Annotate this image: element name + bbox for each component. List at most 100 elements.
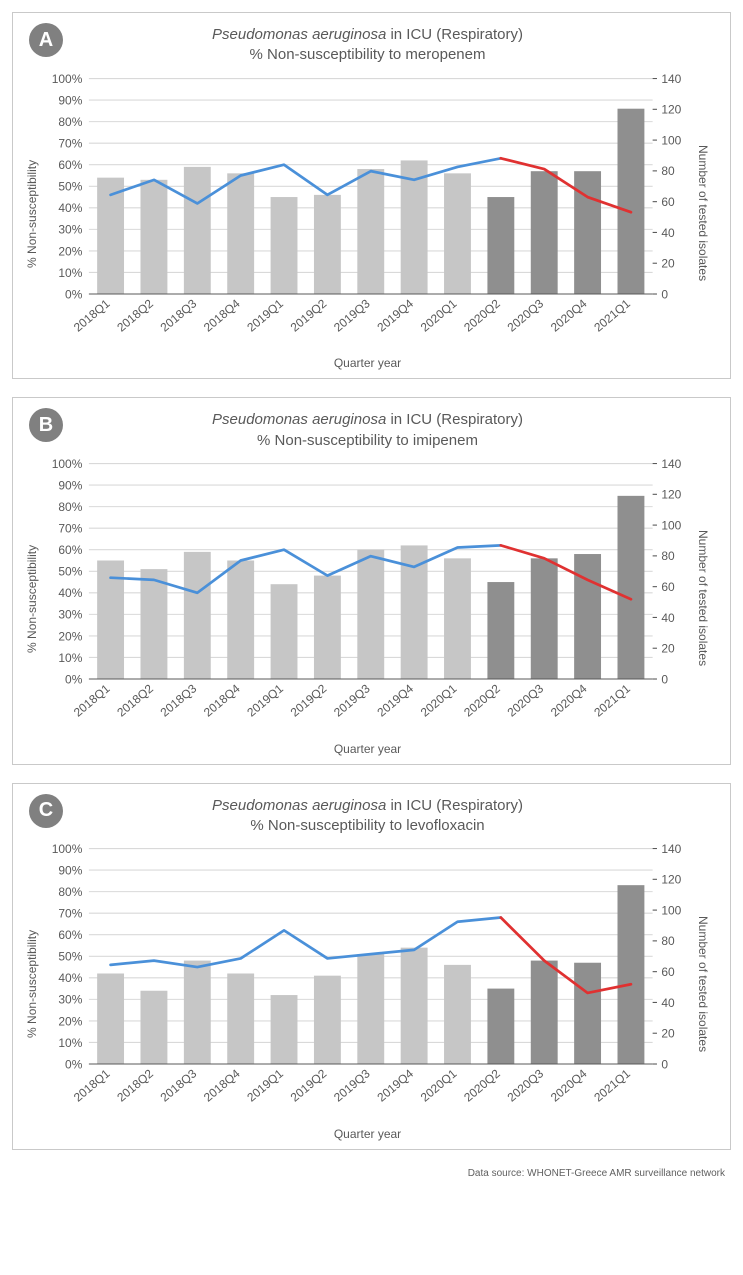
bar (184, 552, 211, 679)
bar (531, 171, 558, 294)
bar (314, 194, 341, 293)
y-right-tick: 60 (661, 965, 675, 979)
y-left-tick: 40% (58, 972, 82, 986)
y-right-tick: 60 (661, 195, 675, 209)
y-right-tick: 100 (661, 904, 681, 918)
bar (487, 197, 514, 294)
y-right-tick: 20 (661, 1027, 675, 1041)
x-tick-label: 2018Q3 (158, 681, 200, 719)
y-left-tick: 10% (58, 265, 82, 279)
y-right-axis-label: Number of tested isolates (694, 457, 712, 740)
y-left-tick: 60% (58, 158, 82, 172)
y-left-tick: 0% (65, 287, 83, 301)
bar (97, 974, 124, 1065)
x-tick-label: 2019Q4 (374, 1067, 416, 1105)
y-left-tick: 0% (65, 672, 83, 686)
x-tick-label: 2018Q1 (71, 1067, 113, 1105)
x-tick-label: 2018Q3 (158, 1067, 200, 1105)
x-tick-label: 2019Q2 (288, 681, 330, 719)
x-tick-label: 2018Q2 (114, 1067, 156, 1105)
y-right-tick: 60 (661, 580, 675, 594)
x-tick-label: 2018Q2 (114, 681, 156, 719)
bar (487, 582, 514, 679)
y-left-tick: 50% (58, 179, 82, 193)
bar (401, 948, 428, 1064)
y-left-tick: 70% (58, 136, 82, 150)
y-left-tick: 90% (58, 864, 82, 878)
chart-panel: A Pseudomonas aeruginosa in ICU (Respira… (12, 12, 731, 379)
y-right-tick: 0 (661, 287, 668, 301)
x-tick-label: 2020Q3 (505, 1067, 547, 1105)
y-left-tick: 70% (58, 521, 82, 535)
y-right-tick: 0 (661, 672, 668, 686)
x-tick-label: 2020Q1 (418, 296, 460, 334)
y-right-tick: 80 (661, 549, 675, 563)
x-tick-label: 2020Q2 (461, 296, 503, 334)
y-right-tick: 80 (661, 935, 675, 949)
y-right-tick: 20 (661, 642, 675, 656)
y-right-tick: 0 (661, 1058, 668, 1072)
y-right-tick: 140 (661, 457, 681, 471)
panel-title: Pseudomonas aeruginosa in ICU (Respirato… (23, 410, 712, 451)
bar (357, 955, 384, 1065)
y-right-tick: 140 (661, 842, 681, 856)
x-tick-label: 2020Q1 (418, 1067, 460, 1105)
x-axis-label: Quarter year (23, 1127, 712, 1141)
x-tick-label: 2018Q4 (201, 296, 243, 334)
x-tick-label: 2020Q4 (548, 681, 590, 719)
y-left-tick: 80% (58, 885, 82, 899)
plot-area: 0%10%20%30%40%50%60%70%80%90%100%0204060… (41, 842, 694, 1125)
x-tick-label: 2018Q3 (158, 296, 200, 334)
y-right-tick: 100 (661, 133, 681, 147)
x-tick-label: 2020Q4 (548, 1067, 590, 1105)
y-right-axis-label: Number of tested isolates (694, 72, 712, 355)
y-right-tick: 120 (661, 488, 681, 502)
x-tick-label: 2019Q3 (331, 681, 373, 719)
y-left-axis-label: % Non-susceptibility (23, 72, 41, 355)
panel-title: Pseudomonas aeruginosa in ICU (Respirato… (23, 25, 712, 66)
panel-title: Pseudomonas aeruginosa in ICU (Respirato… (23, 796, 712, 837)
y-left-tick: 20% (58, 244, 82, 258)
x-tick-label: 2019Q4 (374, 681, 416, 719)
y-left-tick: 30% (58, 993, 82, 1007)
y-left-tick: 90% (58, 93, 82, 107)
x-axis-label: Quarter year (23, 356, 712, 370)
x-tick-label: 2019Q3 (331, 1067, 373, 1105)
bar (574, 554, 601, 679)
x-tick-label: 2019Q4 (374, 296, 416, 334)
x-tick-label: 2019Q1 (244, 1067, 286, 1105)
y-right-tick: 80 (661, 164, 675, 178)
bar (227, 560, 254, 679)
y-left-tick: 50% (58, 950, 82, 964)
x-tick-label: 2019Q3 (331, 296, 373, 334)
x-tick-label: 2020Q4 (548, 296, 590, 334)
y-left-tick: 60% (58, 543, 82, 557)
x-tick-label: 2021Q1 (591, 681, 633, 719)
bar (357, 169, 384, 294)
x-tick-label: 2019Q1 (244, 296, 286, 334)
plot-area: 0%10%20%30%40%50%60%70%80%90%100%0204060… (41, 72, 694, 355)
line-post (501, 918, 631, 993)
y-right-tick: 40 (661, 611, 675, 625)
x-tick-label: 2018Q2 (114, 296, 156, 334)
plot-area: 0%10%20%30%40%50%60%70%80%90%100%0204060… (41, 457, 694, 740)
y-left-tick: 0% (65, 1058, 83, 1072)
y-left-tick: 70% (58, 907, 82, 921)
bar (444, 173, 471, 294)
y-left-tick: 80% (58, 500, 82, 514)
x-tick-label: 2021Q1 (591, 296, 633, 334)
panel-badge: C (29, 794, 63, 828)
bar (271, 584, 298, 679)
bar (227, 974, 254, 1065)
y-left-tick: 40% (58, 586, 82, 600)
bar (574, 963, 601, 1064)
y-right-tick: 120 (661, 873, 681, 887)
bar (487, 989, 514, 1064)
bar (618, 496, 645, 679)
x-tick-label: 2019Q1 (244, 681, 286, 719)
y-left-axis-label: % Non-susceptibility (23, 457, 41, 740)
y-left-tick: 30% (58, 608, 82, 622)
y-right-axis-label: Number of tested isolates (694, 842, 712, 1125)
data-source-text: Data source: WHONET-Greece AMR surveilla… (12, 1168, 731, 1179)
bar (227, 173, 254, 294)
